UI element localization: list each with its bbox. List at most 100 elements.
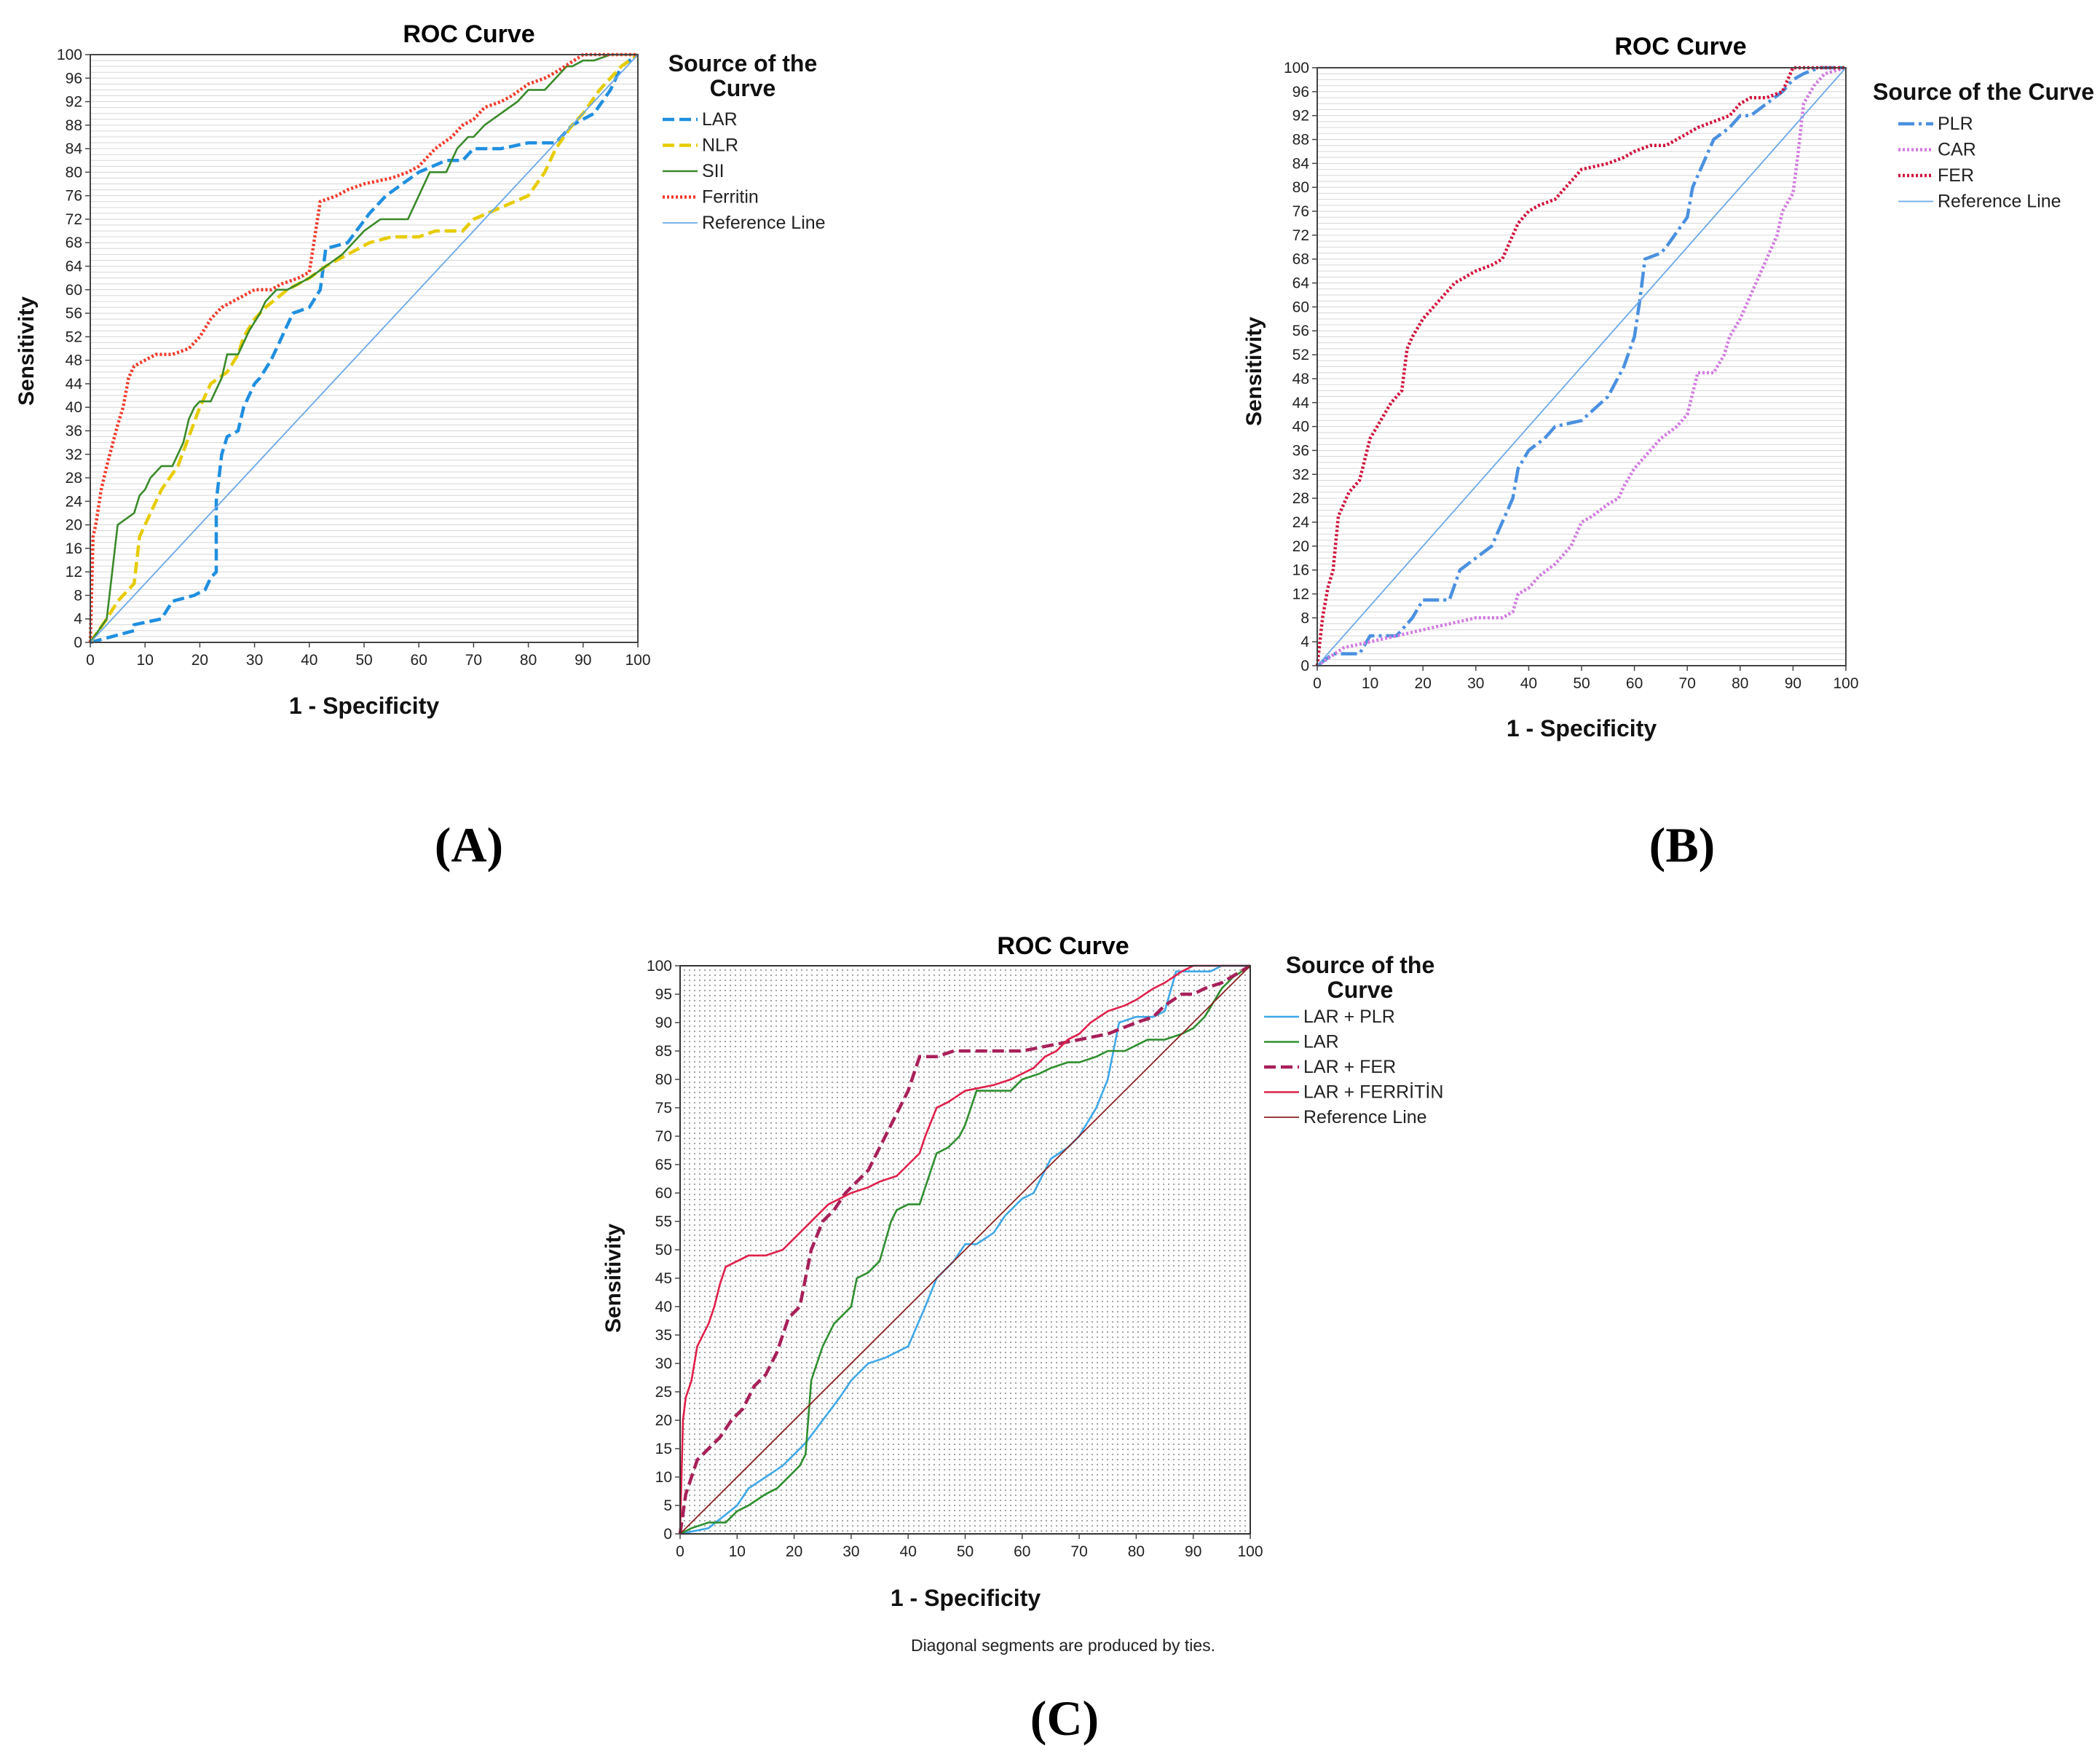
x-tick-label: 10: [137, 652, 154, 669]
x-axis-label: 1 - Specificity: [891, 1585, 1041, 1611]
y-tick-label: 5: [663, 1497, 672, 1514]
y-tick-label: 50: [655, 1242, 672, 1259]
x-tick-label: 60: [1014, 1543, 1030, 1560]
legend-label-reference-line: Reference Line: [702, 213, 826, 233]
y-tick-label: 64: [66, 259, 83, 275]
chart-title: ROC Curve: [997, 932, 1129, 960]
series-sii-line: [89, 53, 638, 643]
ties-footnote: Diagonal segments are produced by ties.: [911, 1636, 1215, 1655]
y-tick-label: 16: [1292, 562, 1309, 579]
y-tick-label: 80: [655, 1071, 672, 1088]
y-tick-label: 85: [655, 1043, 672, 1060]
y-tick-label: 40: [655, 1299, 672, 1315]
x-tick-label: 100: [1237, 1543, 1263, 1560]
y-tick-label: 68: [1292, 251, 1309, 268]
y-tick-label: 32: [1292, 466, 1309, 483]
y-tick-label: 64: [1292, 275, 1310, 292]
legend-title-line-2: Curve: [710, 75, 776, 101]
legend: Source of the Curve LAR NLR SII Ferritin Ref…: [663, 50, 826, 233]
legend-label-lar-fer: LAR + FER: [1303, 1057, 1396, 1077]
y-axis-label: Sensitivity: [1242, 317, 1266, 426]
legend-title: Source of the Curve: [1873, 79, 2094, 105]
legend-title-line-1: Source of the: [1286, 952, 1434, 978]
x-tick-label: 0: [1313, 675, 1322, 692]
series-plr-line: [1316, 66, 1846, 667]
x-tick-label: 80: [520, 652, 537, 669]
x-axis-label: 1 - Specificity: [289, 693, 440, 719]
y-tick-label: 100: [57, 47, 82, 63]
y-tick-label: 88: [1292, 132, 1309, 149]
y-tick-label: 76: [1292, 203, 1309, 220]
x-tick-label: 0: [86, 652, 95, 669]
y-tick-label: 60: [66, 282, 82, 299]
y-tick-label: 75: [655, 1100, 672, 1117]
x-tick-label: 70: [1679, 675, 1696, 692]
legend-label-ferritin: Ferritin: [702, 187, 759, 208]
y-tick-label: 92: [1292, 108, 1309, 125]
y-tick-label: 48: [66, 353, 82, 369]
x-tick-label: 10: [729, 1543, 746, 1560]
x-tick-label: 30: [1467, 675, 1484, 692]
y-tick-label: 4: [1300, 634, 1309, 650]
y-tick-label: 8: [1300, 610, 1309, 626]
legend-label-reference-line: Reference Line: [1303, 1107, 1427, 1127]
x-tick-label: 30: [246, 652, 263, 669]
y-tick-label: 36: [66, 422, 82, 439]
series-lar-ferri-ti-n-line: [679, 964, 1250, 1535]
y-tick-label: 0: [1300, 658, 1309, 674]
y-tick-label: 60: [1292, 299, 1309, 315]
x-tick-label: 20: [1415, 675, 1432, 692]
x-tick-label: 90: [575, 652, 591, 669]
series-group: [88, 52, 639, 645]
legend-title-line-1: Source of the: [668, 50, 817, 76]
y-tick-label: 70: [655, 1128, 672, 1145]
x-axis-ticks: 0 10 20 30 40 50 60 70 80 90 100: [86, 642, 651, 669]
x-tick-label: 100: [625, 652, 650, 669]
legend-label-reference-line: Reference Line: [1938, 192, 2061, 212]
y-tick-label: 88: [66, 117, 82, 134]
y-axis-ticks: 0481216202428323640444852566064687276808…: [57, 47, 90, 651]
x-tick-label: 60: [1626, 675, 1643, 692]
x-tick-label: 10: [1362, 675, 1378, 692]
y-tick-label: 96: [66, 70, 82, 87]
x-tick-label: 50: [355, 652, 372, 669]
x-tick-label: 90: [1785, 675, 1801, 692]
y-tick-label: 56: [66, 305, 82, 322]
legend-label-sii: SII: [702, 161, 725, 181]
y-tick-label: 96: [1292, 84, 1309, 101]
y-tick-label: 20: [655, 1412, 672, 1429]
y-tick-label: 84: [66, 141, 83, 157]
y-axis-ticks: 0 5 10 15 20 25 30 35 40 45 50 55 60 65 70 75 80 85 90 95 10…: [647, 958, 680, 1543]
x-tick-label: 40: [1520, 675, 1537, 692]
y-tick-label: 15: [655, 1441, 672, 1457]
x-tick-label: 40: [301, 652, 317, 669]
series-group: [1315, 66, 1847, 667]
y-tick-label: 52: [66, 328, 82, 345]
series-reference-line-line: [679, 965, 1251, 1535]
panel-letter: (B): [1649, 817, 1716, 873]
y-tick-label: 20: [66, 517, 82, 534]
y-tick-label: 55: [655, 1213, 672, 1230]
series-lar-fer-line: [678, 964, 1252, 1535]
x-tick-label: 20: [786, 1543, 802, 1560]
series-lar-plr-line: [679, 964, 1250, 1535]
y-tick-label: 100: [647, 958, 672, 975]
y-tick-label: 25: [655, 1384, 672, 1401]
x-tick-label: 20: [192, 652, 208, 669]
y-tick-label: 4: [74, 611, 82, 628]
x-axis-ticks: 0 10 20 30 40 50 60 70 80 90 100: [676, 1534, 1263, 1560]
legend: Source of the Curve PLR CAR FER Reference L…: [1873, 79, 2094, 212]
y-tick-label: 95: [655, 986, 672, 1003]
x-tick-label: 0: [676, 1543, 684, 1560]
y-tick-label: 28: [66, 470, 82, 487]
chart-title: ROC Curve: [1614, 33, 1746, 60]
legend-label-lar-plr: LAR + PLR: [1303, 1007, 1395, 1027]
y-tick-label: 80: [66, 164, 82, 181]
legend-label-lar-ferri-ti-n: LAR + FERRİTİN: [1303, 1082, 1443, 1103]
y-tick-label: 76: [66, 188, 82, 205]
y-tick-label: 28: [1292, 490, 1309, 507]
y-tick-label: 16: [66, 540, 82, 557]
x-tick-label: 70: [1070, 1543, 1087, 1560]
y-axis-label: Sensitivity: [601, 1224, 625, 1333]
series-lar-line: [679, 964, 1251, 1535]
